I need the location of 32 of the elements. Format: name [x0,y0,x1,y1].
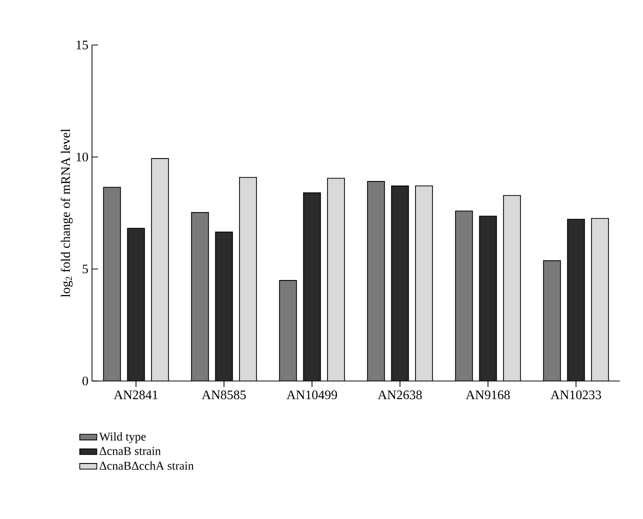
bar [591,218,609,381]
x-tick-label: AN10233 [550,390,602,400]
y-tick-label: 0 [82,376,88,386]
bar [504,196,520,381]
bar [104,187,120,381]
y-tick-label: 10 [76,152,88,162]
legend-label: Wild type [99,432,146,444]
bar [216,232,232,381]
legend-label: ΔcnaB strain [100,446,161,456]
y-tick-label: 5 [82,264,88,274]
bar [416,186,432,381]
bar [368,181,384,381]
x-tick-label: AN2638 [378,390,422,400]
bar [392,186,408,381]
bar [543,260,561,381]
bar [280,280,296,381]
y-tick-label: 15 [76,40,88,50]
bar [304,192,320,381]
bar [128,228,144,381]
x-tick-label: AN10499 [286,390,337,400]
bar [328,178,344,381]
bar [192,212,208,381]
y-axis-title: log$_{2}$ fold change of mRNA level [60,128,73,298]
bar [480,216,496,381]
legend-label: ΔcnaBΔcchA strain [100,461,194,470]
bar [152,158,168,381]
bar [240,177,256,381]
x-tick-label: AN9168 [466,390,510,400]
bar [567,218,585,381]
bar [456,210,472,381]
x-tick-label: AN2841 [114,390,158,400]
x-tick-label: AN8585 [202,390,246,400]
